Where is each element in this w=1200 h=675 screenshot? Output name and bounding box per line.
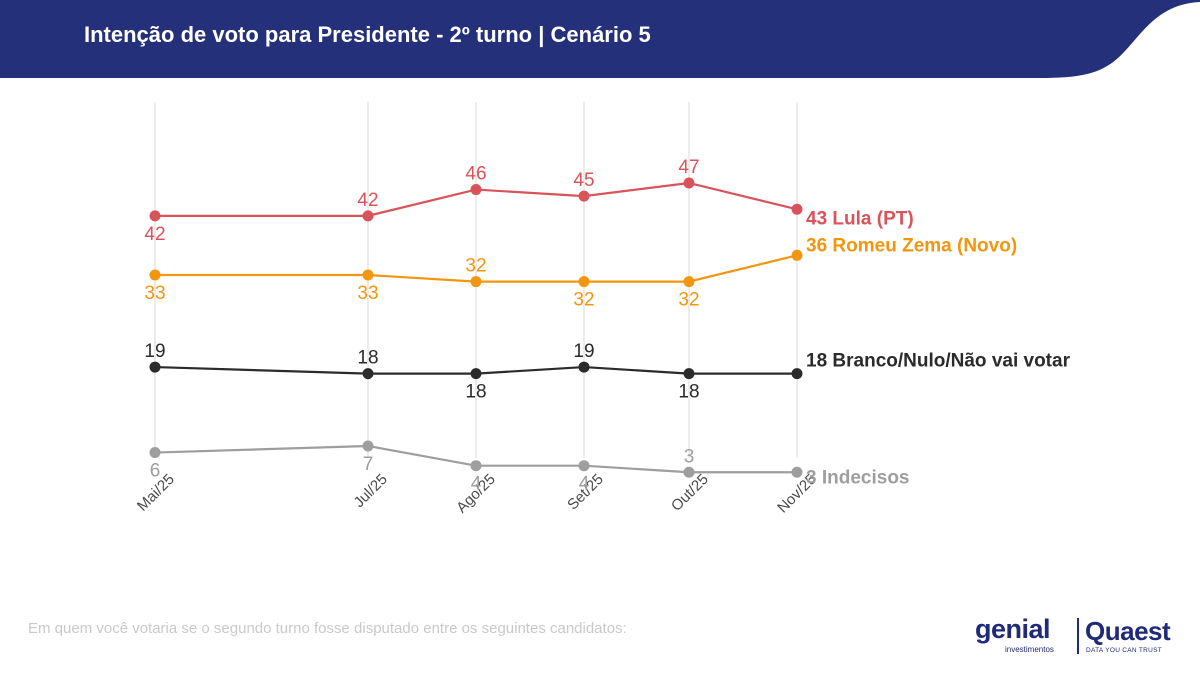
series-2-data-label: 18 xyxy=(678,382,699,403)
series-3-point xyxy=(362,440,374,452)
page-title: Intenção de voto para Presidente - 2º tu… xyxy=(84,22,651,47)
series-3-point xyxy=(683,466,695,478)
quaest-logo-tagline: DATA YOU CAN TRUST xyxy=(1086,647,1163,654)
series-0-data-label: 42 xyxy=(357,190,378,211)
series-2-point xyxy=(362,368,374,380)
series-0-point xyxy=(470,184,482,196)
series-1-point xyxy=(791,249,803,261)
series-3-point xyxy=(791,466,803,478)
series-1-data-label: 32 xyxy=(573,290,594,311)
series-0-point xyxy=(791,203,803,215)
footer-question: Em quem você votaria se o segundo turno … xyxy=(28,620,627,637)
series-0-point xyxy=(362,210,374,222)
logo-separator xyxy=(1077,618,1079,654)
series-0-point xyxy=(683,177,695,189)
series-0-point xyxy=(578,190,590,202)
series-1-point xyxy=(683,276,695,288)
series-1-point xyxy=(149,269,161,281)
series-3-data-label: 4 xyxy=(471,474,482,495)
series-2-point xyxy=(578,361,590,373)
series-2-point xyxy=(149,361,161,373)
series-0-line xyxy=(155,181,798,217)
series-1-point xyxy=(470,276,482,288)
quaest-logo: Quaest xyxy=(1085,616,1171,646)
series-2-point xyxy=(683,368,695,380)
series-3-data-label: 7 xyxy=(363,454,374,475)
line-chart: Mai/25 Jul/25 Ago/25 Set/25 Out/25 Nov/254242… xyxy=(134,102,1071,516)
series-0-data-label: 46 xyxy=(465,164,486,185)
series-2-end-label: 18 Branco/Nulo/Não vai votar xyxy=(806,351,1071,372)
x-tick-label: Jul/25 xyxy=(351,471,391,511)
header-banner-shape xyxy=(0,0,1200,78)
series-1-data-label: 33 xyxy=(144,283,165,304)
series-1-point xyxy=(362,269,374,281)
series-2-data-label: 19 xyxy=(573,341,594,362)
series-3-point xyxy=(578,460,590,472)
series-1-data-label: 32 xyxy=(678,290,699,311)
genial-logo: genial xyxy=(975,614,1051,644)
series-0-point xyxy=(149,210,161,222)
series-1-data-label: 33 xyxy=(357,283,378,304)
series-3-point xyxy=(470,460,482,472)
series-2-data-label: 19 xyxy=(144,341,165,362)
series-0-data-label: 42 xyxy=(144,224,165,245)
series-0-data-label: 45 xyxy=(573,170,594,191)
series-2-point xyxy=(470,368,482,380)
series-1-data-label: 32 xyxy=(465,256,486,277)
series-3-data-label: 6 xyxy=(150,461,161,482)
series-0-data-label: 47 xyxy=(678,157,699,178)
logos: genial investimentos Quaest DATA YOU CAN… xyxy=(975,614,1180,660)
header-banner: Intenção de voto para Presidente - 2º tu… xyxy=(0,0,1200,80)
series-3-data-label: 4 xyxy=(579,474,590,495)
series-0-end-label: 43 Lula (PT) xyxy=(806,208,914,229)
series-2-line xyxy=(154,365,797,375)
series-1-line xyxy=(155,254,798,283)
series-2-data-label: 18 xyxy=(465,382,486,403)
series-1-end-label: 36 Romeu Zema (Novo) xyxy=(806,235,1017,256)
series-3-data-label: 3 xyxy=(684,446,695,467)
series-3-point xyxy=(149,447,161,459)
series-3-end-label: 3 Indecisos xyxy=(806,467,910,488)
series-2-point xyxy=(791,368,803,380)
genial-logo-subtitle: investimentos xyxy=(1005,645,1054,654)
series-2-data-label: 18 xyxy=(357,348,378,369)
series-1-point xyxy=(578,276,590,288)
series-3-line xyxy=(154,444,797,474)
